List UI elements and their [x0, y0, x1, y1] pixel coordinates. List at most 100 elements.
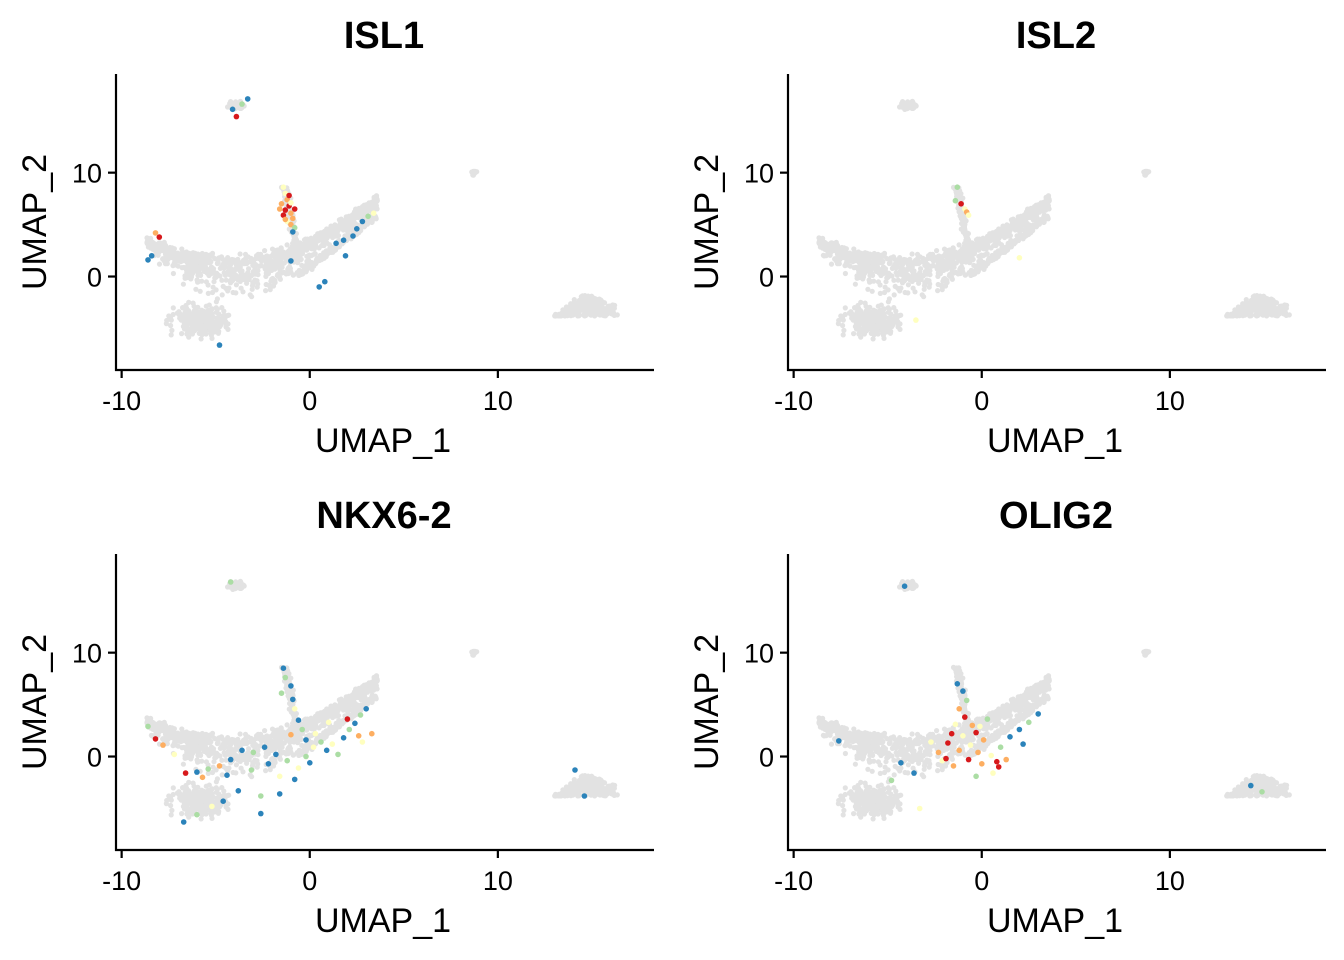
background-cell-point — [857, 311, 863, 317]
background-cell-point — [205, 258, 211, 264]
background-cell-point — [1045, 215, 1051, 221]
background-cell-point — [864, 325, 870, 331]
expressing-cell-point — [359, 218, 366, 225]
expressing-cells — [145, 96, 377, 348]
expressing-cell-point — [370, 210, 377, 216]
background-cell-point — [202, 792, 208, 798]
expressing-cell-point — [288, 210, 294, 216]
expressing-cell-point — [958, 201, 964, 207]
background-cell-point — [243, 741, 249, 747]
expressing-cell-point — [156, 234, 163, 240]
background-cell-point — [247, 292, 253, 298]
background-cell-point — [885, 299, 892, 305]
background-cell-point — [234, 746, 240, 752]
expressing-cell-point — [290, 215, 296, 222]
background-cell-point — [225, 749, 232, 755]
background-cell-point — [874, 312, 881, 318]
background-cell-point — [180, 258, 186, 264]
background-cell-point — [891, 277, 897, 283]
background-cell-point — [1269, 302, 1275, 308]
background-cell-point — [197, 271, 203, 277]
background-cell-point — [270, 263, 276, 269]
background-cell-point — [263, 270, 269, 276]
expressing-cell-point — [291, 224, 298, 231]
background-cell-point — [1243, 309, 1249, 315]
background-cell-point — [316, 245, 322, 251]
background-cell-point — [206, 782, 212, 788]
background-cell-point — [211, 759, 217, 765]
background-cell-point — [176, 790, 183, 796]
background-cell-point — [187, 799, 193, 806]
background-cell-point — [191, 268, 197, 274]
background-cell-point — [184, 263, 191, 270]
background-cell-point — [186, 739, 192, 745]
x-tick-label: 10 — [483, 386, 513, 416]
background-cell-point — [287, 264, 293, 270]
background-cell-point — [922, 280, 928, 286]
background-cell-point — [184, 743, 191, 750]
background-cell-point — [274, 273, 280, 279]
background-cell-point — [919, 292, 925, 298]
background-cell-point — [162, 729, 168, 735]
background-cell-point — [1262, 311, 1268, 317]
background-cell-point — [261, 737, 267, 743]
x-tick-label: 0 — [302, 386, 317, 416]
background-cell-point — [170, 254, 177, 261]
panel-title: NKX6-2 — [316, 495, 451, 537]
background-cell-point — [855, 275, 862, 281]
background-cell-point — [204, 750, 210, 756]
background-cell-point — [277, 743, 283, 749]
background-cell-point — [308, 237, 314, 243]
background-cell-point — [299, 251, 305, 257]
background-cell-point — [199, 250, 205, 257]
background-cell-point — [272, 247, 278, 254]
background-cell-point — [176, 738, 182, 744]
background-cell-point — [942, 276, 948, 282]
background-cell-point — [296, 246, 302, 252]
background-cell-point — [915, 255, 921, 262]
y-tick-label: 10 — [72, 159, 102, 189]
background-cell-point — [294, 255, 300, 261]
background-cell-point — [329, 229, 335, 235]
background-cell-point — [920, 273, 926, 279]
background-cell-point — [199, 307, 205, 313]
background-cell-point — [883, 279, 889, 285]
background-cell-point — [272, 727, 278, 734]
background-cell-point — [368, 204, 374, 210]
background-cell-point — [915, 272, 921, 278]
background-cell-point — [877, 282, 883, 288]
background-cell-point — [935, 288, 941, 294]
background-cell-point — [180, 738, 186, 744]
background-cell-point — [211, 279, 217, 285]
background-cell-point — [886, 316, 892, 322]
background-cell-point — [949, 259, 955, 265]
expressing-cell-point — [340, 237, 347, 243]
background-cell-point — [1283, 312, 1289, 318]
background-cell-point — [284, 242, 290, 248]
background-cell-point — [185, 311, 191, 317]
background-cell-point — [905, 290, 911, 296]
background-cell-point — [180, 305, 186, 311]
expressing-cell-point — [229, 106, 236, 113]
background-cell-point — [587, 301, 594, 307]
background-cell-point — [316, 725, 322, 731]
background-cell-point — [373, 215, 379, 221]
background-cell-point — [576, 303, 583, 309]
background-cell-point — [243, 752, 249, 758]
background-cell-point — [233, 272, 239, 278]
background-cell-point — [215, 810, 221, 816]
background-cell-point — [257, 743, 263, 749]
background-cell-point — [299, 262, 305, 268]
background-cell-point — [254, 764, 260, 770]
background-cell-point — [851, 251, 857, 257]
background-cell-point — [856, 263, 863, 270]
background-cell-point — [836, 260, 842, 266]
background-cell-point — [195, 304, 201, 310]
background-cell-point — [964, 237, 970, 243]
expressing-cell-point — [148, 253, 155, 259]
background-cell-point — [170, 785, 176, 791]
background-cell-point — [1253, 297, 1259, 303]
background-cell-point — [293, 242, 299, 248]
background-cell-point — [170, 270, 176, 277]
